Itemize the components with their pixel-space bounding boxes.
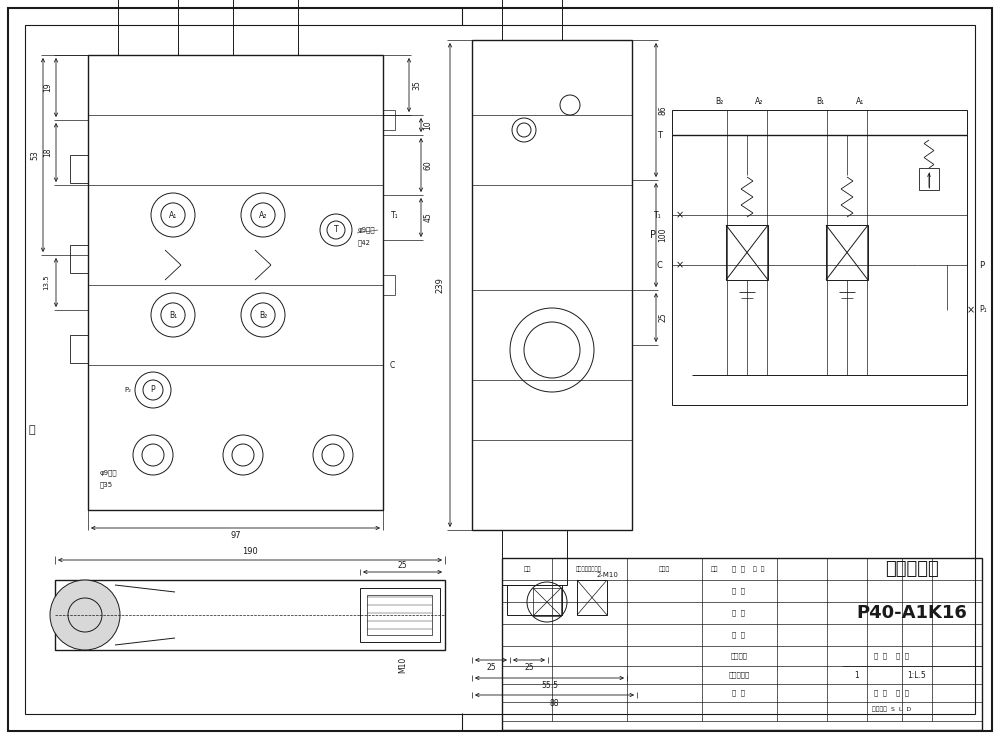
Text: ×: × xyxy=(676,210,684,220)
Text: 签  追: 签 追 xyxy=(753,566,765,572)
Text: 100: 100 xyxy=(658,228,668,242)
Text: 图样标记  S  L  D: 图样标记 S L D xyxy=(872,706,912,712)
Text: 角  度    鱼  量: 角 度 鱼 量 xyxy=(874,653,910,659)
Text: 标记: 标记 xyxy=(523,566,531,572)
Text: 2-M10: 2-M10 xyxy=(596,572,618,578)
Bar xyxy=(672,110,967,405)
Text: 10: 10 xyxy=(424,120,432,130)
Text: T: T xyxy=(334,225,338,234)
Text: 25: 25 xyxy=(486,664,496,672)
Text: 审  核: 审 核 xyxy=(732,689,746,696)
Text: 更改内容摘要描图: 更改内容摘要描图 xyxy=(576,566,602,572)
Text: 19: 19 xyxy=(44,83,52,92)
Bar xyxy=(360,588,440,642)
Text: 重  量    比  例: 重 量 比 例 xyxy=(874,689,910,696)
Text: 日期: 日期 xyxy=(710,566,718,572)
Text: P: P xyxy=(979,261,984,270)
Text: 二联多路阀: 二联多路阀 xyxy=(885,560,939,578)
Bar xyxy=(502,0,562,40)
Text: ×: × xyxy=(967,305,975,315)
Text: 53: 53 xyxy=(30,150,40,160)
Text: 高42: 高42 xyxy=(358,239,371,246)
Text: P₂: P₂ xyxy=(124,387,131,393)
Bar xyxy=(367,595,432,635)
Text: 60: 60 xyxy=(424,160,432,170)
Text: 设  计: 设 计 xyxy=(732,565,746,572)
Bar xyxy=(383,110,395,130)
Bar xyxy=(233,0,298,55)
Text: 1:L.5: 1:L.5 xyxy=(908,672,926,681)
Bar xyxy=(383,275,395,295)
Text: A₁: A₁ xyxy=(169,211,177,219)
Text: P: P xyxy=(151,386,155,395)
Text: ×: × xyxy=(676,260,684,270)
Text: P40-A1K16: P40-A1K16 xyxy=(857,604,967,622)
Text: 25: 25 xyxy=(398,560,407,570)
Text: T₁: T₁ xyxy=(654,211,662,219)
Bar xyxy=(70,335,88,363)
Text: 18: 18 xyxy=(44,148,52,157)
Bar xyxy=(726,225,768,280)
Circle shape xyxy=(50,580,120,650)
Text: A₂: A₂ xyxy=(755,98,763,106)
Bar xyxy=(826,225,868,280)
Text: 标准化检查: 标准化检查 xyxy=(728,672,750,678)
Text: 55.5: 55.5 xyxy=(541,681,558,690)
Text: A₁: A₁ xyxy=(856,98,864,106)
Text: 1: 1 xyxy=(855,672,859,681)
Text: 45: 45 xyxy=(424,213,432,222)
Text: B₂: B₂ xyxy=(715,98,723,106)
Text: 校  对: 校 对 xyxy=(732,632,746,638)
Bar xyxy=(502,558,982,730)
Text: 86: 86 xyxy=(658,105,668,115)
Bar xyxy=(577,580,607,615)
Text: 239: 239 xyxy=(436,277,444,293)
Text: 13.5: 13.5 xyxy=(43,275,49,290)
Bar xyxy=(55,580,445,650)
Text: P₁: P₁ xyxy=(979,305,987,315)
Text: B₂: B₂ xyxy=(259,310,267,319)
Text: 描  图: 描 图 xyxy=(732,610,746,616)
Text: 190: 190 xyxy=(242,548,258,556)
Text: B₁: B₁ xyxy=(816,98,824,106)
Text: 25: 25 xyxy=(658,313,668,322)
Text: 88: 88 xyxy=(550,698,559,707)
Text: 高35: 高35 xyxy=(100,482,113,488)
Text: φ9通孔: φ9通孔 xyxy=(358,227,376,234)
Text: T: T xyxy=(657,131,662,140)
Text: P: P xyxy=(650,230,656,240)
Text: A₂: A₂ xyxy=(259,211,267,219)
Bar xyxy=(507,585,562,615)
Text: M10: M10 xyxy=(398,657,408,673)
Text: 记: 记 xyxy=(29,425,35,435)
Text: 更改人: 更改人 xyxy=(658,566,670,572)
Text: φ9通孔: φ9通孔 xyxy=(100,470,118,477)
Bar xyxy=(502,530,567,585)
Bar xyxy=(118,0,178,55)
Bar xyxy=(919,168,939,190)
Bar xyxy=(70,245,88,273)
Text: B₁: B₁ xyxy=(169,310,177,319)
Bar xyxy=(472,40,632,530)
Text: 35: 35 xyxy=(413,80,422,90)
Bar xyxy=(70,155,88,183)
Text: T₁: T₁ xyxy=(391,211,399,219)
Bar xyxy=(533,588,561,616)
Text: C: C xyxy=(656,261,662,270)
Bar xyxy=(88,55,383,510)
Text: 25: 25 xyxy=(524,664,534,672)
Text: C: C xyxy=(390,361,395,370)
Text: 97: 97 xyxy=(230,531,241,540)
Text: 工艺检查: 工艺检查 xyxy=(730,653,748,659)
Text: 制  图: 制 图 xyxy=(732,588,746,594)
